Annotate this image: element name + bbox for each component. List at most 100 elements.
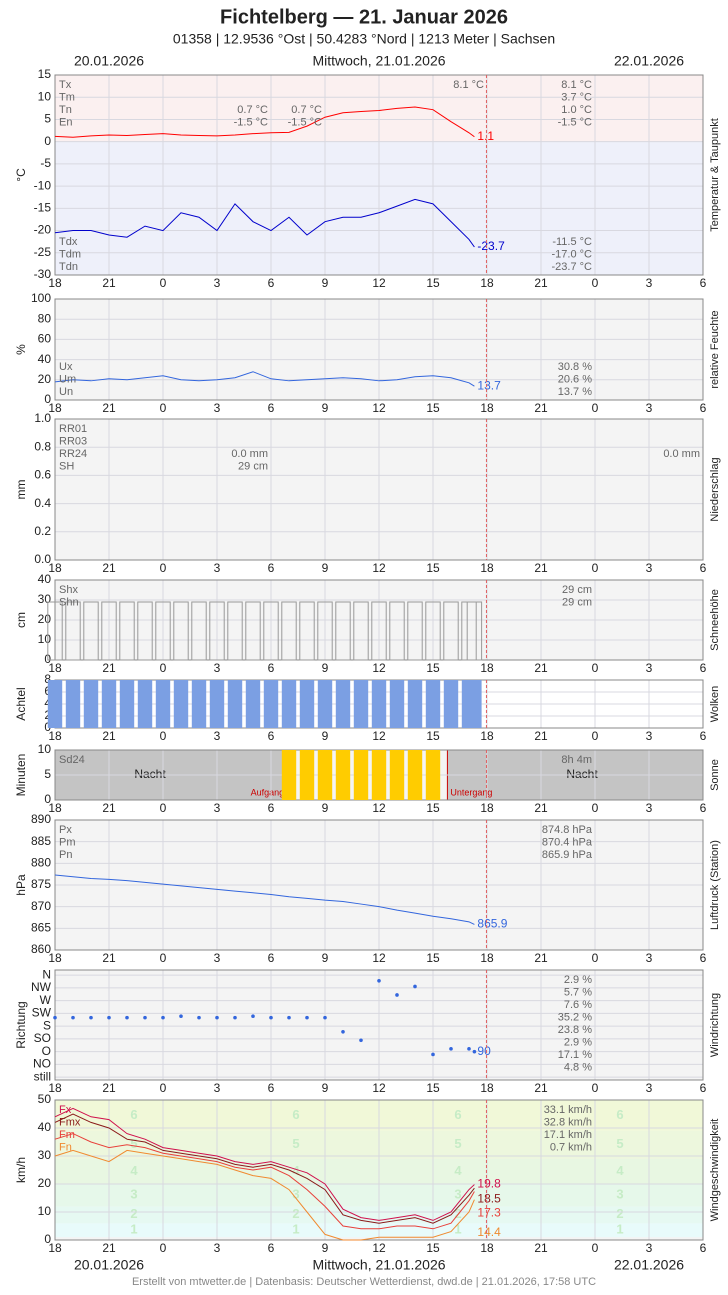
stat-value: -23.7 °C [552, 261, 593, 273]
bar [389, 601, 405, 661]
point [251, 1014, 255, 1019]
y-tick-label: 0 [44, 134, 51, 148]
point [161, 1015, 165, 1020]
point [305, 1015, 309, 1020]
bar [263, 680, 279, 728]
stat-label: Tdm [59, 248, 81, 260]
y-tick-label: NW [31, 980, 52, 994]
plot-frame [54, 969, 704, 1081]
side-label: Luftdruck (Station) [709, 840, 721, 930]
y-tick-label: 0.2 [34, 524, 51, 538]
x-tick-label: 18 [48, 1241, 62, 1255]
beaufort-label: 3 [292, 1187, 299, 1202]
x-tick-label: 0 [160, 1081, 167, 1095]
plot-frame [54, 298, 704, 401]
bar [299, 601, 315, 661]
y-tick-label: N [42, 967, 51, 981]
line [54, 106, 475, 138]
bar [137, 601, 153, 661]
x-tick-label: 3 [214, 401, 221, 415]
y-tick-label: 60 [38, 332, 52, 346]
line [54, 371, 475, 387]
bar [173, 680, 189, 728]
x-tick-label: 6 [268, 561, 275, 575]
point [377, 978, 381, 983]
y-tick-label: 890 [31, 812, 51, 826]
x-tick-label: 0 [160, 1241, 167, 1255]
bar [335, 750, 351, 800]
line [54, 1107, 475, 1221]
y-tick-label: S [43, 1018, 51, 1032]
bar [209, 601, 225, 661]
legend-entry: Fx [59, 1104, 72, 1116]
y-tick-label: 875 [31, 877, 51, 891]
point [89, 1015, 93, 1020]
bar [281, 680, 297, 728]
y-tick-label: -30 [34, 267, 52, 281]
x-tick-label: 9 [322, 661, 329, 675]
x-tick-label: 18 [480, 1241, 494, 1255]
bar [353, 680, 369, 728]
beaufort-label: 5 [616, 1136, 623, 1151]
x-tick-label: 3 [646, 661, 653, 675]
bar [281, 601, 297, 661]
beaufort-label: 2 [292, 1206, 299, 1221]
x-tick-label: 21 [534, 1241, 548, 1255]
bar [227, 601, 243, 661]
beaufort-label: 5 [292, 1136, 299, 1151]
stat-value: -1.5 °C [558, 116, 592, 128]
beaufort-label: 4 [292, 1163, 300, 1178]
y-tick-label: -15 [34, 201, 52, 215]
x-tick-label: 18 [48, 951, 62, 965]
x-tick-label: 12 [372, 661, 386, 675]
y-axis-label: °C [14, 168, 28, 182]
x-tick-label: 21 [534, 951, 548, 965]
stat-value: 2.9 % [564, 974, 592, 986]
x-tick-label: 6 [700, 401, 707, 415]
x-tick-label: 15 [426, 401, 440, 415]
end-label: -23.7 [477, 239, 505, 253]
beaufort-label: 1 [130, 1222, 137, 1237]
bar [101, 601, 117, 661]
x-tick-label: 18 [480, 276, 494, 290]
stat-value: -17.0 °C [552, 248, 593, 260]
y-tick-label: 0 [44, 792, 51, 806]
x-tick-label: 3 [214, 1081, 221, 1095]
point [107, 1015, 111, 1020]
y-tick-label: 100 [31, 291, 51, 305]
y-tick-label: 870 [31, 899, 51, 913]
stat-label: En [59, 116, 72, 128]
stat-value: 0.7 km/h [550, 1141, 592, 1153]
bar [137, 680, 153, 728]
x-tick-label: 12 [372, 951, 386, 965]
night-label: Nacht [134, 767, 166, 781]
point [197, 1015, 201, 1020]
y-tick-label: 885 [31, 834, 51, 848]
stat-value: 1.0 °C [561, 104, 592, 116]
bar [227, 680, 243, 728]
stat-label: RR24 [59, 448, 87, 460]
x-tick-label: 9 [322, 1241, 329, 1255]
x-tick-label: 3 [214, 1241, 221, 1255]
x-tick-label: 0 [592, 729, 599, 743]
y-tick-label: 40 [38, 352, 52, 366]
end-label: 18.5 [477, 1191, 501, 1205]
point [287, 1015, 291, 1020]
x-tick-label: 12 [372, 401, 386, 415]
plot-frame [54, 1099, 704, 1241]
y-axis-label: cm [14, 612, 28, 628]
beaufort-label: 3 [616, 1187, 623, 1202]
beaufort-label: 4 [454, 1163, 462, 1178]
bar [65, 680, 81, 728]
x-tick-label: 21 [102, 1081, 116, 1095]
legend-entry: Fm [59, 1129, 75, 1141]
bar [299, 680, 315, 728]
x-tick-label: 3 [646, 561, 653, 575]
bar [425, 601, 441, 661]
bar [317, 680, 333, 728]
footer: Erstellt von mtwetter.de | Datenbasis: D… [132, 1276, 596, 1288]
y-axis-label: Richtung [14, 1001, 28, 1048]
x-tick-label: 3 [214, 729, 221, 743]
day-stat: 0.0 mm [231, 448, 268, 460]
